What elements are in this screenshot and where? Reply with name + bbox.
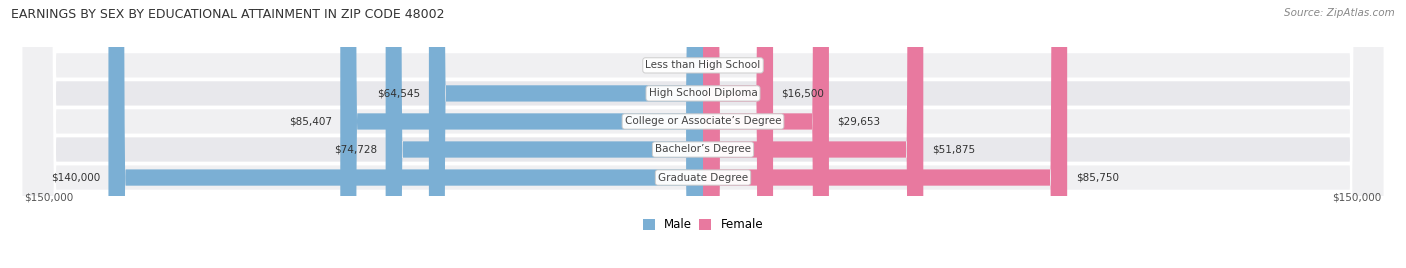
- Text: $85,750: $85,750: [1076, 173, 1119, 183]
- Text: $16,500: $16,500: [782, 88, 824, 98]
- FancyBboxPatch shape: [703, 0, 924, 268]
- Text: $150,000: $150,000: [24, 193, 73, 203]
- FancyBboxPatch shape: [703, 0, 830, 268]
- FancyBboxPatch shape: [21, 0, 1385, 268]
- Text: $0: $0: [673, 60, 686, 70]
- Text: EARNINGS BY SEX BY EDUCATIONAL ATTAINMENT IN ZIP CODE 48002: EARNINGS BY SEX BY EDUCATIONAL ATTAINMEN…: [11, 8, 444, 21]
- Text: $64,545: $64,545: [377, 88, 420, 98]
- Text: Source: ZipAtlas.com: Source: ZipAtlas.com: [1284, 8, 1395, 18]
- FancyBboxPatch shape: [21, 0, 1385, 268]
- FancyBboxPatch shape: [340, 0, 703, 268]
- Text: $140,000: $140,000: [51, 173, 100, 183]
- Text: $0: $0: [720, 60, 733, 70]
- FancyBboxPatch shape: [385, 0, 703, 268]
- FancyBboxPatch shape: [21, 0, 1385, 268]
- Text: $74,728: $74,728: [335, 144, 377, 154]
- Text: $150,000: $150,000: [1333, 193, 1382, 203]
- FancyBboxPatch shape: [21, 0, 1385, 268]
- FancyBboxPatch shape: [703, 0, 1067, 268]
- Text: $85,407: $85,407: [288, 117, 332, 126]
- Text: $29,653: $29,653: [838, 117, 880, 126]
- Text: College or Associate’s Degree: College or Associate’s Degree: [624, 117, 782, 126]
- FancyBboxPatch shape: [429, 0, 703, 268]
- Legend: Male, Female: Male, Female: [643, 218, 763, 232]
- FancyBboxPatch shape: [108, 0, 703, 268]
- Text: Graduate Degree: Graduate Degree: [658, 173, 748, 183]
- FancyBboxPatch shape: [703, 0, 773, 268]
- Text: $51,875: $51,875: [932, 144, 974, 154]
- Text: Bachelor’s Degree: Bachelor’s Degree: [655, 144, 751, 154]
- FancyBboxPatch shape: [21, 0, 1385, 268]
- Text: Less than High School: Less than High School: [645, 60, 761, 70]
- Text: High School Diploma: High School Diploma: [648, 88, 758, 98]
